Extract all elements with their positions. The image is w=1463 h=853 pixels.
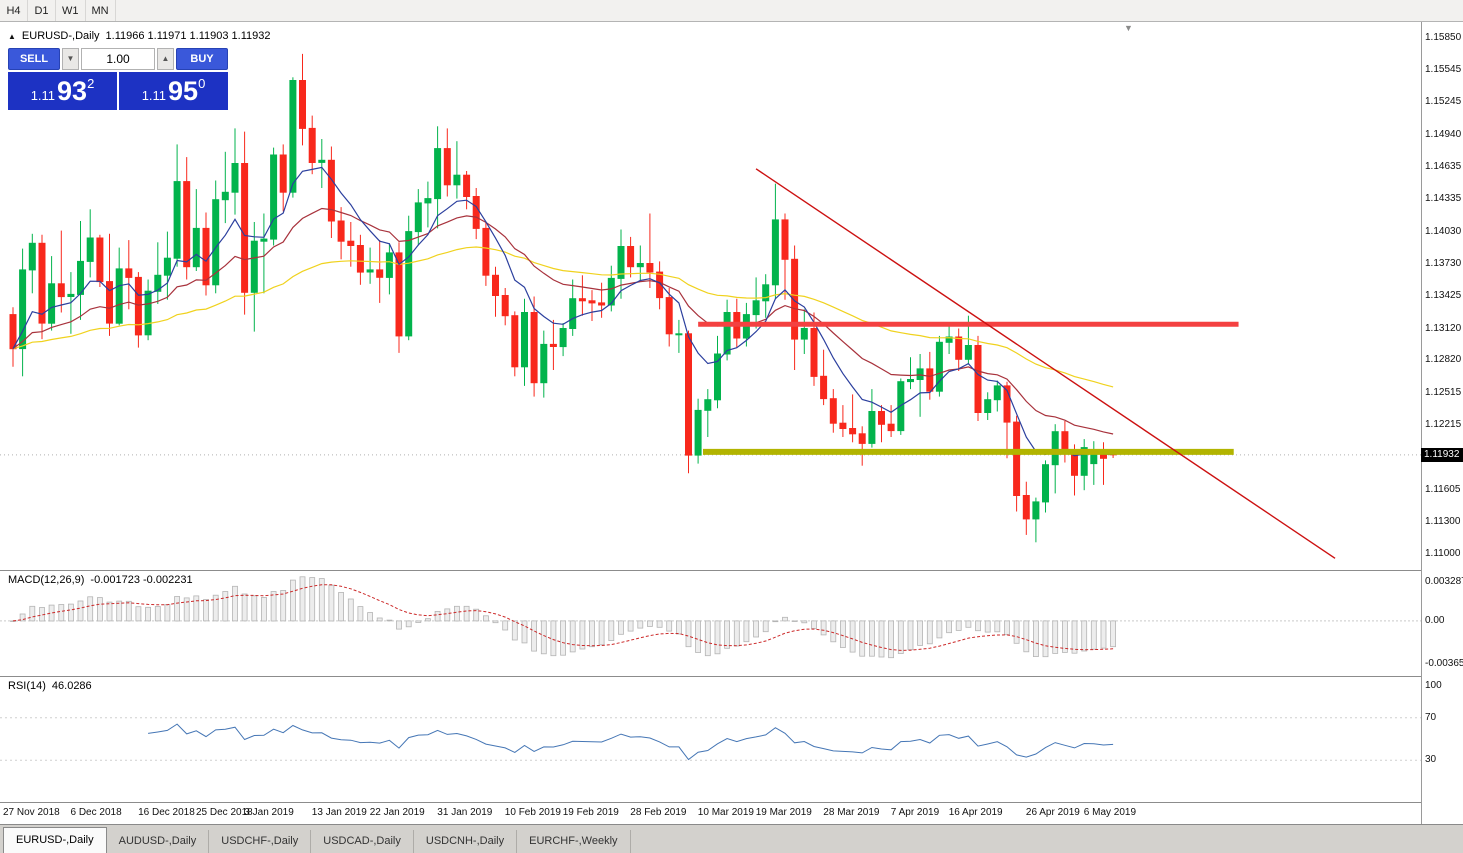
macd-label: MACD(12,26,9) -0.001723 -0.002231 bbox=[8, 574, 199, 586]
axis-label: 100 bbox=[1425, 680, 1442, 691]
axis-label: 1.14940 bbox=[1425, 128, 1462, 140]
date-label: 3 Jan 2019 bbox=[244, 807, 294, 818]
axis-label: 1.12515 bbox=[1425, 386, 1462, 398]
date-label: 16 Dec 2018 bbox=[138, 807, 195, 818]
timeframe-w1-button[interactable]: W1 bbox=[56, 0, 86, 21]
axis-label: 30 bbox=[1425, 754, 1437, 766]
axis-label: 1.15850 bbox=[1425, 32, 1462, 43]
chart-ohlc-values: 1.11966 1.11971 1.11903 1.11932 bbox=[105, 30, 271, 42]
current-price-badge: 1.11932 bbox=[1421, 447, 1463, 462]
rsi-name: RSI(14) bbox=[8, 680, 46, 692]
volume-input[interactable] bbox=[81, 48, 155, 70]
date-label: 19 Feb 2019 bbox=[562, 807, 619, 818]
axis-label: 1.14030 bbox=[1425, 225, 1462, 237]
symbol-tab[interactable]: USDCHF-,Daily bbox=[209, 830, 312, 853]
macd-name: MACD(12,26,9) bbox=[8, 574, 85, 586]
date-label: 31 Jan 2019 bbox=[437, 807, 493, 818]
rsi-value: 46.0286 bbox=[51, 680, 92, 692]
timeframe-mn-button[interactable]: MN bbox=[86, 0, 116, 21]
date-label: 25 Dec 2018 bbox=[196, 807, 253, 818]
date-label: 27 Nov 2018 bbox=[3, 807, 60, 818]
symbol-tab[interactable]: AUDUSD-,Daily bbox=[107, 830, 210, 853]
rsi-label: RSI(14) 46.0286 bbox=[8, 680, 98, 692]
axis-separator bbox=[1421, 22, 1422, 824]
date-label: 13 Jan 2019 bbox=[311, 807, 367, 818]
sell-price-pips: 93 bbox=[57, 75, 88, 106]
date-label: 16 Apr 2019 bbox=[948, 807, 1003, 818]
sell-button[interactable]: SELL bbox=[8, 48, 60, 70]
date-label: 10 Feb 2019 bbox=[504, 807, 561, 818]
date-axis: 27 Nov 2018 6 Dec 2018 16 Dec 2018 25 Dec 2… bbox=[0, 802, 1421, 824]
buy-button[interactable]: BUY bbox=[176, 48, 228, 70]
price-chart-panel[interactable]: ▲ EURUSD-,Daily 1.11966 1.11971 1.11903 … bbox=[0, 22, 1421, 570]
symbol-tab[interactable]: EURCHF-,Weekly bbox=[517, 830, 631, 853]
date-label: 7 Apr 2019 bbox=[890, 807, 940, 818]
axis-label: 1.15545 bbox=[1425, 64, 1462, 76]
timeframe-d1-button[interactable]: D1 bbox=[28, 0, 56, 21]
date-label: 22 Jan 2019 bbox=[369, 807, 425, 818]
buy-price-pips: 95 bbox=[168, 75, 199, 106]
one-click-price-row: 1.11 93 2 1.11 95 0 bbox=[8, 72, 228, 110]
symbol-tab[interactable]: USDCAD-,Daily bbox=[311, 830, 414, 853]
one-click-top-row: SELL ▼ ▲ BUY bbox=[8, 48, 228, 70]
timeframe-toolbar: H4 D1 W1 MN bbox=[0, 0, 1463, 22]
axis-label: 0.003287 bbox=[1425, 576, 1463, 588]
axis-label: 1.11000 bbox=[1425, 548, 1461, 559]
price-axis-column: 1.15850 1.15545 1.15245 1.14940 1.14635 1.143… bbox=[1421, 22, 1463, 824]
axis-label: 1.11605 bbox=[1425, 483, 1461, 495]
axis-label: 1.14335 bbox=[1425, 193, 1462, 205]
volume-decrease-button[interactable]: ▼ bbox=[62, 48, 79, 70]
axis-label: 1.13730 bbox=[1425, 257, 1462, 269]
sell-price-prefix: 1.11 bbox=[30, 87, 56, 103]
axis-label: 1.11300 bbox=[1425, 516, 1461, 528]
date-label: 6 Dec 2018 bbox=[70, 807, 122, 818]
date-label: 6 May 2019 bbox=[1083, 807, 1137, 818]
symbol-tab[interactable]: USDCNH-,Daily bbox=[414, 830, 518, 853]
axis-label: 70 bbox=[1425, 711, 1437, 723]
timeframe-h4-button[interactable]: H4 bbox=[0, 0, 28, 21]
date-label: 19 Mar 2019 bbox=[755, 807, 812, 818]
date-label: 10 Mar 2019 bbox=[697, 807, 754, 818]
rsi-indicator-panel[interactable]: RSI(14) 46.0286 bbox=[0, 676, 1421, 802]
chart-header: ▲ EURUSD-,Daily 1.11966 1.11971 1.11903 … bbox=[8, 30, 271, 42]
panel-separator[interactable] bbox=[0, 570, 1463, 571]
symbol-tab-bar: EURUSD-,Daily AUDUSD-,Daily USDCHF-,Daily U… bbox=[0, 824, 1463, 853]
buy-price-point: 0 bbox=[198, 76, 206, 91]
macd-chart-canvas[interactable] bbox=[0, 570, 1421, 676]
date-label: 28 Mar 2019 bbox=[823, 807, 880, 818]
one-click-trading-panel: SELL ▼ ▲ BUY 1.11 93 2 1.11 95 0 bbox=[8, 48, 228, 110]
sell-price-box[interactable]: 1.11 93 2 bbox=[8, 72, 117, 110]
sell-price-point: 2 bbox=[87, 76, 95, 91]
date-label: 28 Feb 2019 bbox=[630, 807, 687, 818]
rsi-chart-canvas[interactable] bbox=[0, 676, 1421, 802]
buy-price-prefix: 1.11 bbox=[141, 87, 167, 103]
macd-values: -0.001723 -0.002231 bbox=[90, 574, 193, 586]
axis-label: 1.15245 bbox=[1425, 96, 1462, 108]
chart-shift-icon: ▼ bbox=[1124, 23, 1133, 33]
axis-label: -0.003659 bbox=[1425, 657, 1463, 669]
one-click-collapse-icon[interactable]: ▲ bbox=[8, 31, 16, 41]
axis-label: 1.13120 bbox=[1425, 322, 1462, 334]
panel-separator[interactable] bbox=[0, 676, 1463, 677]
date-label: 26 Apr 2019 bbox=[1025, 807, 1080, 818]
chart-title: EURUSD-,Daily bbox=[21, 30, 100, 42]
axis-label: 1.14635 bbox=[1425, 161, 1462, 173]
candlestick-chart-canvas[interactable] bbox=[0, 22, 1421, 570]
panel-separator bbox=[0, 802, 1463, 803]
axis-label: 0.00 bbox=[1425, 614, 1445, 626]
symbol-tab-active[interactable]: EURUSD-,Daily bbox=[3, 827, 107, 853]
macd-indicator-panel[interactable]: MACD(12,26,9) -0.001723 -0.002231 bbox=[0, 570, 1421, 676]
axis-label: 1.12215 bbox=[1425, 418, 1462, 430]
buy-price-box[interactable]: 1.11 95 0 bbox=[119, 72, 228, 110]
axis-label: 1.12820 bbox=[1425, 354, 1462, 366]
volume-increase-button[interactable]: ▲ bbox=[157, 48, 174, 70]
axis-label: 1.13425 bbox=[1425, 290, 1462, 301]
